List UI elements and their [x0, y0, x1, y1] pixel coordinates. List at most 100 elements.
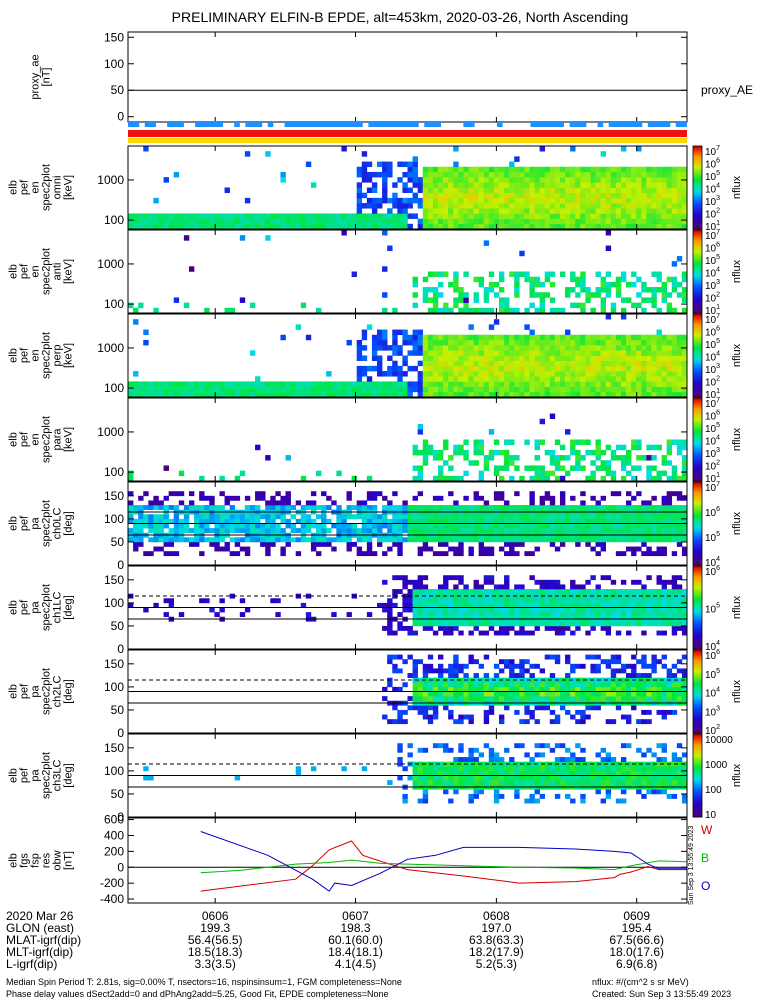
heatmap-cell: [484, 460, 489, 465]
heatmap-cell: [413, 156, 418, 161]
heatmap-cell: [651, 182, 656, 187]
heatmap-cell: [606, 589, 611, 594]
heatmap-cell: [453, 335, 458, 340]
heatmap-cell: [128, 224, 133, 229]
heatmap-cell: [682, 182, 687, 187]
heatmap-cell: [529, 172, 534, 177]
heatmap-cell: [423, 203, 428, 208]
heatmap-cell: [631, 496, 636, 501]
heatmap-cell: [560, 213, 565, 218]
heatmap-cell: [636, 292, 641, 297]
heatmap-cell: [463, 376, 468, 381]
colorbar-tick-label: 106: [705, 242, 720, 255]
heatmap-cell: [555, 612, 560, 617]
heatmap-cell: [545, 172, 550, 177]
heatmap-cell: [306, 392, 311, 397]
heatmap-cell: [606, 598, 611, 603]
heatmap-cell: [631, 361, 636, 366]
heatmap-cell: [468, 719, 473, 724]
heatmap-cell: [667, 340, 672, 345]
heatmap-cell: [402, 198, 407, 203]
heatmap-cell: [555, 528, 560, 533]
heatmap-cell: [596, 450, 601, 455]
heatmap-cell: [453, 213, 458, 218]
heatmap-cell: [463, 172, 468, 177]
heatmap-cell: [524, 172, 529, 177]
heatmap-cell: [590, 505, 595, 510]
heatmap-cell: [423, 188, 428, 193]
heatmap-cell: [524, 710, 529, 715]
heatmap-cell: [621, 612, 626, 617]
heatmap-cell: [560, 705, 565, 710]
heatmap-cell: [153, 213, 158, 218]
heatmap-cell: [580, 340, 585, 345]
heatmap-cell: [463, 208, 468, 213]
heatmap-cell: [362, 500, 367, 505]
heatmap-cell: [397, 710, 402, 715]
heatmap-cell: [179, 500, 184, 505]
heatmap-cell: [265, 524, 270, 529]
heatmap-cell: [514, 598, 519, 603]
heatmap-cell: [550, 219, 555, 224]
heatmap-cell: [280, 213, 285, 218]
heatmap-cell: [275, 500, 280, 505]
heatmap-cell: [550, 682, 555, 687]
heatmap-cell: [657, 193, 662, 198]
heatmap-cell: [677, 392, 682, 397]
heatmap-cell: [509, 387, 514, 392]
heatmap-cell: [316, 213, 321, 218]
heatmap-cell: [453, 584, 458, 589]
heatmap-cell: [631, 224, 636, 229]
heatmap-cell: [631, 345, 636, 350]
heatmap-cell: [377, 340, 382, 345]
heatmap-cell: [296, 392, 301, 397]
heatmap-cell: [413, 387, 418, 392]
heatmap-cell: [565, 392, 570, 397]
heatmap-cell: [570, 203, 575, 208]
heatmap-cell: [321, 387, 326, 392]
heatmap-cell: [611, 612, 616, 617]
heatmap-cell: [255, 496, 260, 501]
heatmap-cell: [672, 387, 677, 392]
heatmap-cell: [367, 547, 372, 552]
heatmap-cell: [438, 608, 443, 613]
heatmap-cell: [270, 496, 275, 501]
heatmap-cell: [646, 208, 651, 213]
heatmap-cell: [209, 537, 214, 542]
heatmap-cell: [474, 188, 479, 193]
heatmap-cell: [474, 376, 479, 381]
heatmap-cell: [677, 198, 682, 203]
heatmap-cell: [682, 496, 687, 501]
heatmap-cell: [631, 366, 636, 371]
heatmap-cell: [275, 598, 280, 603]
heatmap-cell: [657, 224, 662, 229]
heatmap-cell: [657, 182, 662, 187]
heatmap-cell: [524, 340, 529, 345]
heatmap-cell: [397, 387, 402, 392]
heatmap-cell: [662, 203, 667, 208]
heatmap-cell: [474, 528, 479, 533]
heatmap-cell: [550, 308, 555, 313]
heatmap-cell: [631, 177, 636, 182]
heatmap-cell: [194, 381, 199, 386]
heatmap-cell: [382, 177, 387, 182]
heatmap-cell: [682, 371, 687, 376]
heatmap-cell: [484, 361, 489, 366]
heatmap-cell: [575, 524, 580, 529]
heatmap-cell: [453, 282, 458, 287]
heatmap-cell: [357, 345, 362, 350]
heatmap-cell: [570, 335, 575, 340]
heatmap-cell: [438, 208, 443, 213]
heatmap-cell: [489, 505, 494, 510]
heatmap-cell: [194, 392, 199, 397]
colorbar-tick-label: 104: [705, 435, 720, 448]
heatmap-cell: [560, 371, 565, 376]
heatmap-cell: [331, 224, 336, 229]
heatmap-cell: [341, 528, 346, 533]
heatmap-cell: [662, 167, 667, 172]
heatmap-cell: [362, 335, 367, 340]
heatmap-cell: [641, 208, 646, 213]
heatmap-cell: [265, 392, 270, 397]
heatmap-cell: [590, 292, 595, 297]
